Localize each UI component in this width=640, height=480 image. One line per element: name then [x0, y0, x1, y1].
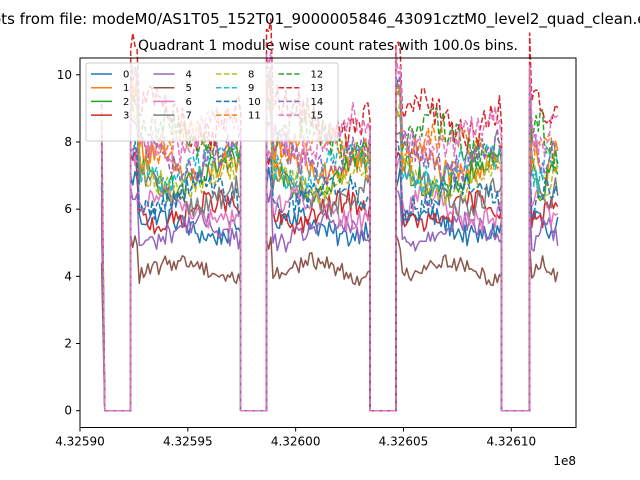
y-tick-label: 6 — [64, 202, 72, 216]
legend-label-module-8: 8 — [248, 70, 254, 81]
x-tick-label: 4.32605 — [379, 435, 429, 449]
legend-label-module-11: 11 — [248, 111, 261, 122]
legend-label-module-4: 4 — [186, 70, 192, 81]
y-axis: 0 2 4 6 8 10 — [57, 68, 80, 418]
legend-label-module-13: 13 — [311, 83, 324, 94]
legend-label-module-14: 14 — [311, 97, 324, 108]
series-line-module-4 — [100, 187, 559, 412]
series-line-module-8 — [100, 95, 559, 412]
x-tick-label: 4.32600 — [271, 435, 321, 449]
chart-title: Quadrant 1 module wise count rates with … — [138, 38, 518, 54]
x-tick-label: 4.32590 — [55, 435, 105, 449]
legend-label-module-0: 0 — [123, 70, 129, 81]
figure-suptitle: Plots from file: modeM0/AS1T05_152T01_90… — [0, 10, 640, 29]
series-line-module-10 — [100, 139, 559, 412]
legend-label-module-12: 12 — [311, 70, 324, 81]
legend-label-module-3: 3 — [123, 111, 129, 122]
legend-label-module-1: 1 — [123, 83, 129, 94]
y-tick-label: 0 — [64, 404, 72, 418]
legend-label-module-15: 15 — [311, 111, 324, 122]
axes-frame — [79, 57, 577, 428]
series-line-module-6 — [100, 147, 559, 412]
x-axis: 4.32590 4.32595 4.32600 4.32605 4.32610 — [55, 427, 536, 449]
legend-label-module-9: 9 — [248, 83, 254, 94]
x-offset-label: 1e8 — [553, 454, 576, 468]
legend-label-module-7: 7 — [186, 111, 192, 122]
x-tick-label: 4.32595 — [163, 435, 213, 449]
series-line-module-0 — [100, 166, 559, 412]
legend-box — [85, 62, 339, 142]
y-tick-label: 4 — [64, 269, 72, 283]
series-line-module-5 — [100, 234, 559, 412]
y-tick-label: 8 — [64, 135, 72, 149]
legend-label-module-10: 10 — [248, 97, 261, 108]
series-line-module-3 — [100, 151, 559, 412]
legend-label-module-6: 6 — [186, 97, 192, 108]
series-line-module-14 — [100, 65, 559, 412]
y-tick-label: 10 — [57, 68, 72, 82]
legend-label-module-5: 5 — [186, 83, 192, 94]
series-line-module-7 — [100, 115, 559, 412]
y-tick-label: 2 — [64, 337, 72, 351]
legend-label-module-2: 2 — [123, 97, 129, 108]
x-tick-label: 4.32610 — [486, 435, 536, 449]
